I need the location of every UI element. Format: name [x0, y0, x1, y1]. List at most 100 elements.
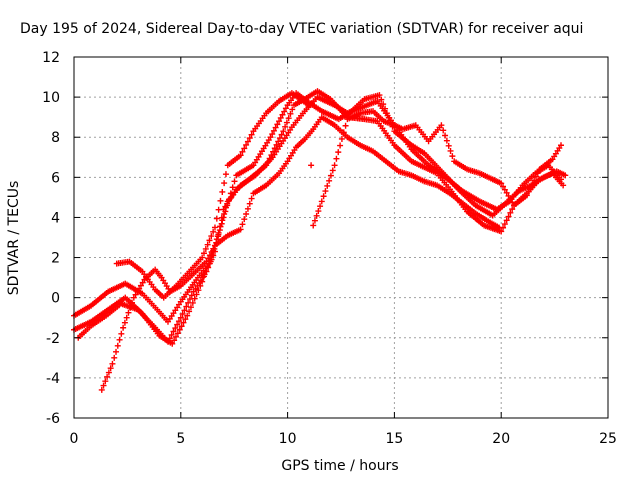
data-point [331, 162, 338, 169]
data-point [496, 224, 503, 231]
plot-frame [73, 56, 609, 419]
data-point [333, 155, 340, 162]
data-point [185, 299, 192, 306]
data-point [169, 340, 176, 347]
data-point [310, 222, 317, 229]
data-point [204, 241, 211, 248]
data-point [123, 314, 130, 321]
y-tick-label: -6 [46, 411, 60, 427]
data-point [208, 256, 215, 263]
data-point [507, 209, 514, 216]
data-point [501, 186, 508, 193]
data-point [266, 155, 273, 162]
data-point [282, 105, 289, 112]
data-point [560, 182, 567, 189]
data-point [376, 92, 383, 99]
data-point [558, 142, 565, 149]
data-point [311, 217, 318, 224]
data-point [272, 124, 279, 131]
data-point [229, 184, 236, 191]
data-point [305, 102, 312, 109]
data-point [139, 279, 146, 286]
y-tick-label: 2 [51, 251, 60, 267]
data-points [71, 88, 569, 393]
data-point [529, 181, 536, 188]
data-point [498, 180, 505, 187]
data-point [239, 221, 246, 228]
data-point [523, 192, 530, 199]
data-point [203, 268, 210, 275]
data-point [318, 198, 325, 205]
data-point [443, 137, 450, 144]
data-point [270, 148, 277, 155]
data-point [243, 141, 250, 148]
data-point [280, 128, 287, 135]
data-point [134, 288, 141, 295]
data-point [442, 132, 449, 139]
data-point [215, 231, 222, 238]
data-point [210, 228, 217, 235]
data-point [215, 206, 222, 213]
data-point [218, 214, 225, 221]
data-point [274, 121, 281, 128]
y-tick-label: 6 [51, 170, 60, 186]
data-point [213, 215, 220, 222]
y-tick-label: 12 [42, 50, 60, 66]
data-point [308, 162, 315, 169]
x-tick-label: 20 [492, 431, 510, 447]
data-point [174, 330, 181, 337]
data-point [329, 167, 336, 174]
data-point [241, 145, 248, 152]
data-point [137, 282, 144, 289]
data-point [275, 138, 282, 145]
data-point [105, 369, 112, 376]
data-point [222, 171, 229, 178]
data-point [248, 195, 255, 202]
data-point [177, 314, 184, 321]
data-point [340, 129, 347, 136]
data-point [498, 228, 505, 235]
data-point [283, 119, 290, 126]
data-point [166, 335, 173, 342]
chart-title: Day 195 of 2024, Sidereal Day-to-day VTE… [20, 21, 583, 37]
y-tick-label: -4 [46, 371, 60, 387]
data-point [324, 182, 331, 189]
data-point [287, 110, 294, 117]
data-point [285, 115, 292, 122]
data-point [327, 172, 334, 179]
data-point [337, 142, 344, 149]
data-point [500, 183, 507, 190]
data-point [326, 177, 333, 184]
data-point [239, 148, 246, 155]
data-point [449, 153, 456, 160]
data-point [527, 184, 534, 191]
data-point [263, 162, 270, 169]
data-point [503, 217, 510, 224]
data-point [205, 255, 212, 262]
data-point [282, 123, 289, 130]
y-tick-label: 10 [42, 90, 60, 106]
data-point [315, 208, 322, 215]
data-point [509, 206, 516, 213]
data-point [378, 96, 385, 103]
data-point [199, 254, 206, 261]
data-point [172, 325, 179, 332]
x-tick-label: 5 [176, 431, 185, 447]
data-point [507, 196, 514, 203]
data-point [342, 122, 349, 129]
data-point [186, 296, 193, 303]
data-point [132, 291, 139, 298]
data-point [120, 324, 127, 331]
data-point [281, 108, 288, 115]
data-point [278, 131, 285, 138]
x-tick-label: 15 [385, 431, 403, 447]
data-point [121, 319, 128, 326]
data-point [186, 308, 193, 315]
data-point [320, 193, 327, 200]
data-point [322, 188, 329, 195]
data-point [193, 291, 200, 298]
data-point [98, 386, 105, 393]
data-point [217, 223, 224, 230]
data-point [202, 245, 209, 252]
